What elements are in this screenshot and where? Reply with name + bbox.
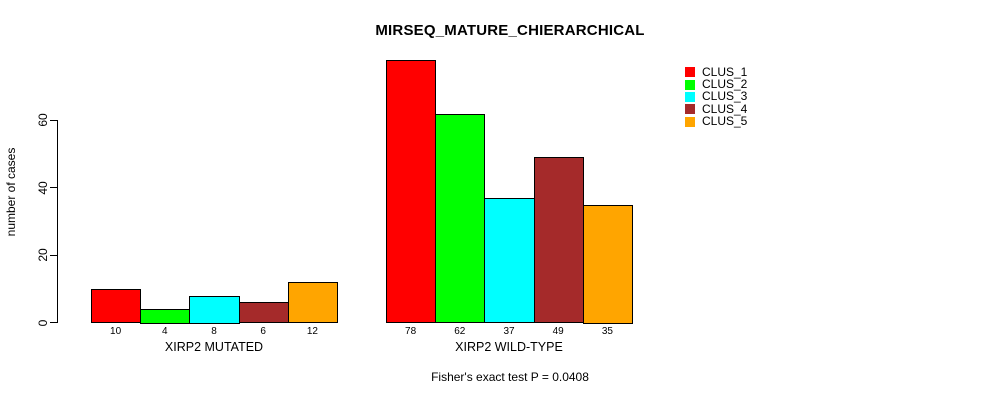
y-tick-mark (50, 254, 57, 256)
bar-value-label: 12 (306, 326, 318, 337)
legend-item-label: CLUS_1 (702, 64, 748, 79)
bar (582, 204, 633, 324)
bar (91, 288, 142, 324)
legend-color-swatch (685, 91, 695, 102)
legend-item-label: CLUS_2 (702, 77, 748, 92)
bar (140, 309, 191, 324)
bar (533, 157, 584, 324)
legend-item: CLUS_5 (685, 114, 748, 129)
y-tick-label: 60 (36, 113, 50, 127)
bar (189, 295, 240, 324)
bar (386, 59, 437, 324)
y-axis (57, 120, 58, 323)
legend-item: CLUS_1 (685, 66, 747, 78)
y-tick-label: 20 (36, 248, 50, 262)
bar (238, 302, 289, 324)
bar (435, 113, 486, 324)
y-tick-mark (50, 322, 57, 323)
bar-value-label: 49 (552, 326, 564, 337)
legend: CLUS_1 CLUS_2 CLUS_3 CLUS_4 CLUS_5 (685, 66, 747, 128)
bar (484, 197, 535, 324)
legend-item: CLUS_4 (685, 103, 747, 115)
legend-item: CLUS_3 (685, 89, 748, 104)
y-tick-label: 0 (36, 319, 50, 326)
chart-title: MIRSEQ_MATURE_CHIERARCHICAL (375, 22, 645, 39)
y-axis-label: number of cases (4, 147, 18, 237)
legend-item-label: CLUS_3 (702, 89, 748, 104)
bar-value-label: 78 (405, 326, 417, 337)
legend-color-swatch (685, 116, 695, 127)
bar-value-label: 8 (211, 326, 217, 337)
legend-color-swatch (685, 67, 695, 78)
bar-value-label: 10 (110, 326, 122, 337)
annotation: Fisher's exact test P = 0.0408 (431, 370, 589, 384)
bar-value-label: 6 (260, 326, 266, 337)
bar-value-label: 62 (454, 326, 466, 337)
y-tick-mark (50, 119, 57, 121)
y-tick-label: 40 (36, 181, 50, 195)
legend-item: CLUS_2 (685, 78, 747, 90)
legend-color-swatch (685, 79, 695, 90)
bar-value-label: 37 (503, 326, 515, 337)
bar-value-label: 4 (162, 326, 168, 337)
legend-item-label: CLUS_4 (702, 101, 748, 116)
x-axis-group-label: XIRP2 WILD-TYPE (455, 340, 563, 354)
bar (287, 282, 338, 324)
legend-color-swatch (685, 104, 695, 115)
x-axis-group-label: XIRP2 MUTATED (164, 340, 264, 354)
bar-value-label: 35 (601, 326, 613, 337)
y-tick-mark (50, 187, 57, 189)
legend-item-label: CLUS_5 (702, 114, 748, 129)
